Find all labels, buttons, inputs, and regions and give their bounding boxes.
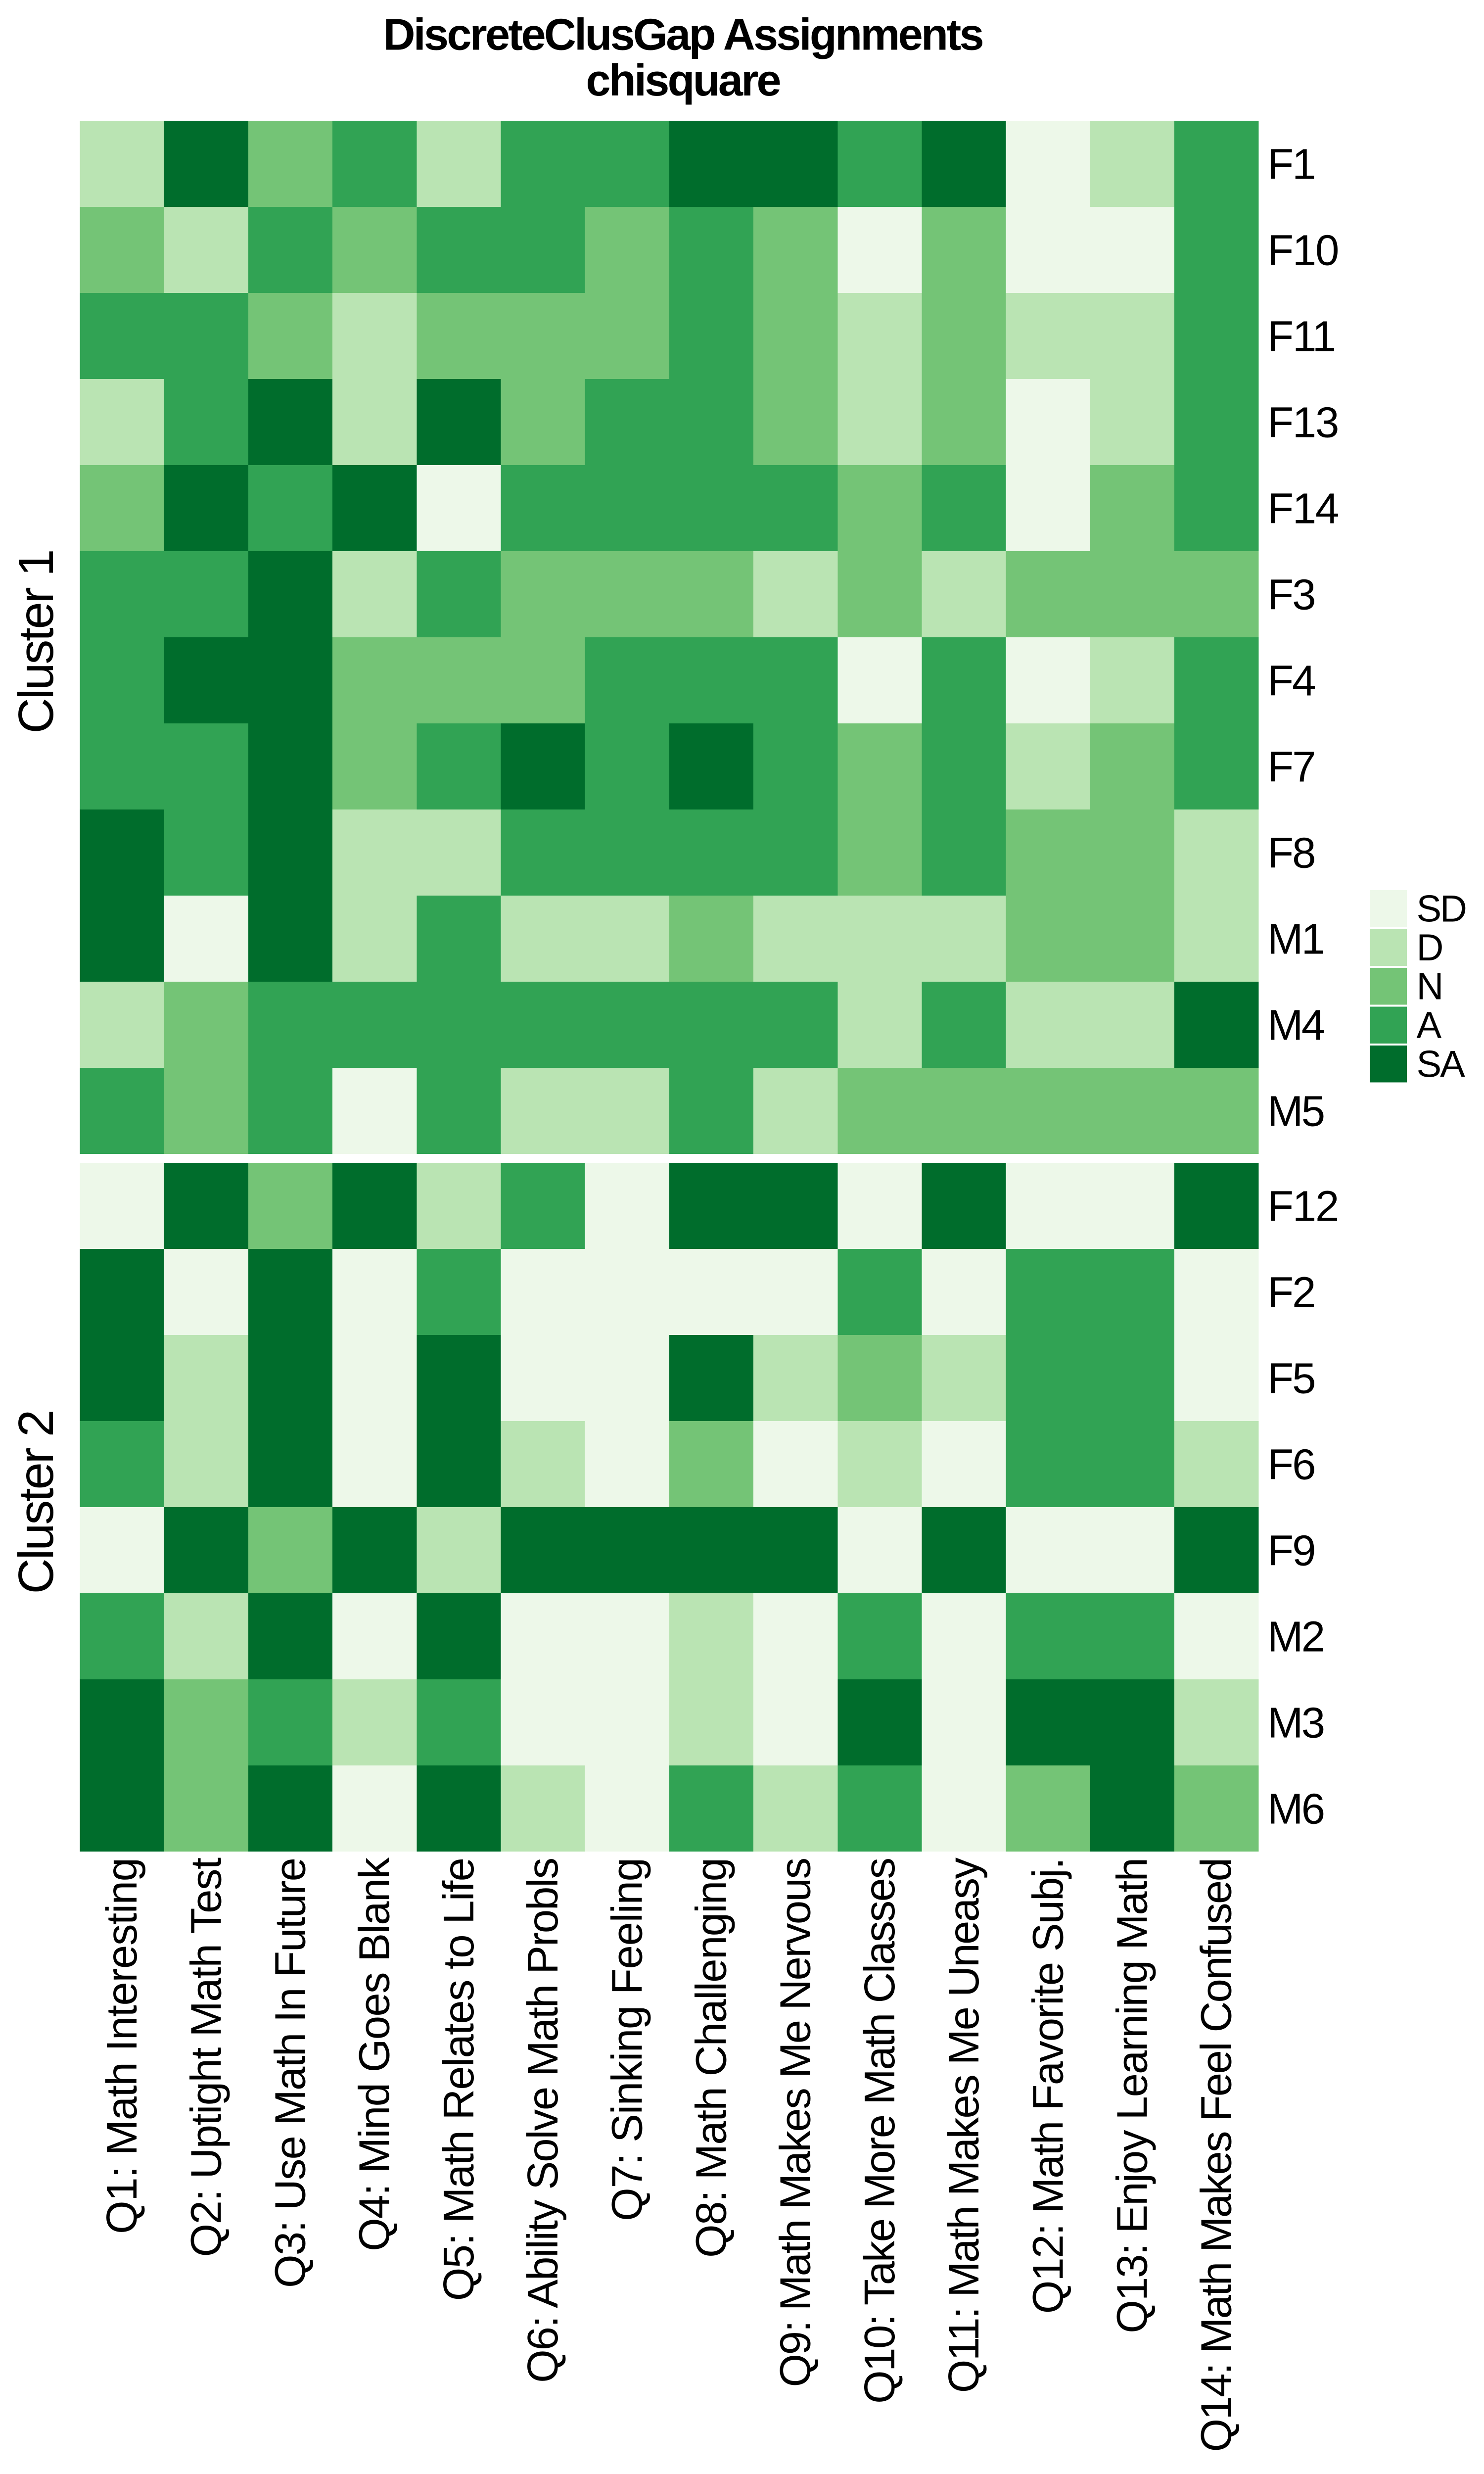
svg-text:Q6: Ability Solve Math Probls: Q6: Ability Solve Math Probls bbox=[519, 1857, 567, 2383]
svg-text:Q11: Math Makes Me Uneasy: Q11: Math Makes Me Uneasy bbox=[940, 1857, 988, 2393]
svg-text:N: N bbox=[1417, 966, 1444, 1008]
svg-text:F3: F3 bbox=[1267, 571, 1316, 619]
svg-text:F14: F14 bbox=[1267, 485, 1339, 533]
svg-text:M1: M1 bbox=[1267, 915, 1325, 963]
svg-text:M3: M3 bbox=[1267, 1699, 1325, 1747]
svg-text:D: D bbox=[1417, 927, 1444, 969]
svg-text:F4: F4 bbox=[1267, 657, 1316, 705]
svg-text:A: A bbox=[1417, 1004, 1442, 1047]
svg-text:Q10: Take More Math Classes: Q10: Take More Math Classes bbox=[856, 1857, 904, 2404]
svg-text:F10: F10 bbox=[1267, 227, 1339, 275]
svg-text:F5: F5 bbox=[1267, 1355, 1316, 1403]
svg-text:SD: SD bbox=[1417, 888, 1467, 930]
svg-text:F11: F11 bbox=[1267, 313, 1336, 361]
svg-text:chisquare: chisquare bbox=[586, 56, 782, 105]
svg-text:Q5: Math Relates to Life: Q5: Math Relates to Life bbox=[435, 1857, 483, 2301]
svg-text:Q9: Math Makes Me Nervous: Q9: Math Makes Me Nervous bbox=[772, 1857, 820, 2387]
svg-text:SA: SA bbox=[1417, 1044, 1466, 1086]
svg-text:Cluster 1: Cluster 1 bbox=[8, 549, 64, 734]
svg-text:Q13: Enjoy Learning Math: Q13: Enjoy Learning Math bbox=[1109, 1857, 1157, 2333]
svg-text:F1: F1 bbox=[1267, 141, 1316, 189]
svg-text:M6: M6 bbox=[1267, 1785, 1325, 1833]
svg-text:Q2: Uptight Math Test: Q2: Uptight Math Test bbox=[182, 1857, 230, 2257]
svg-text:F13: F13 bbox=[1267, 399, 1339, 447]
svg-text:M2: M2 bbox=[1267, 1613, 1325, 1661]
svg-text:M5: M5 bbox=[1267, 1088, 1325, 1136]
svg-text:DiscreteClusGap Assignments: DiscreteClusGap Assignments bbox=[383, 10, 984, 60]
svg-text:F7: F7 bbox=[1267, 743, 1316, 791]
svg-text:Q1: Math Interesting: Q1: Math Interesting bbox=[98, 1857, 146, 2234]
svg-text:F2: F2 bbox=[1267, 1269, 1316, 1317]
svg-text:F8: F8 bbox=[1267, 829, 1316, 877]
svg-text:F12: F12 bbox=[1267, 1183, 1339, 1231]
svg-text:Q14: Math Makes Feel Confused: Q14: Math Makes Feel Confused bbox=[1193, 1857, 1241, 2452]
svg-text:Q4: Mind Goes Blank: Q4: Mind Goes Blank bbox=[351, 1857, 399, 2251]
svg-text:Q8: Math Challenging: Q8: Math Challenging bbox=[688, 1857, 736, 2258]
svg-text:Q12: Math Favorite Subj.: Q12: Math Favorite Subj. bbox=[1024, 1857, 1072, 2314]
svg-text:Cluster 2: Cluster 2 bbox=[8, 1410, 64, 1594]
svg-text:Q3: Use Math In Future: Q3: Use Math In Future bbox=[267, 1857, 315, 2288]
svg-text:F9: F9 bbox=[1267, 1527, 1316, 1575]
svg-text:M4: M4 bbox=[1267, 1001, 1325, 1049]
svg-text:Q7: Sinking Feeling: Q7: Sinking Feeling bbox=[603, 1857, 651, 2221]
svg-text:F6: F6 bbox=[1267, 1441, 1316, 1489]
